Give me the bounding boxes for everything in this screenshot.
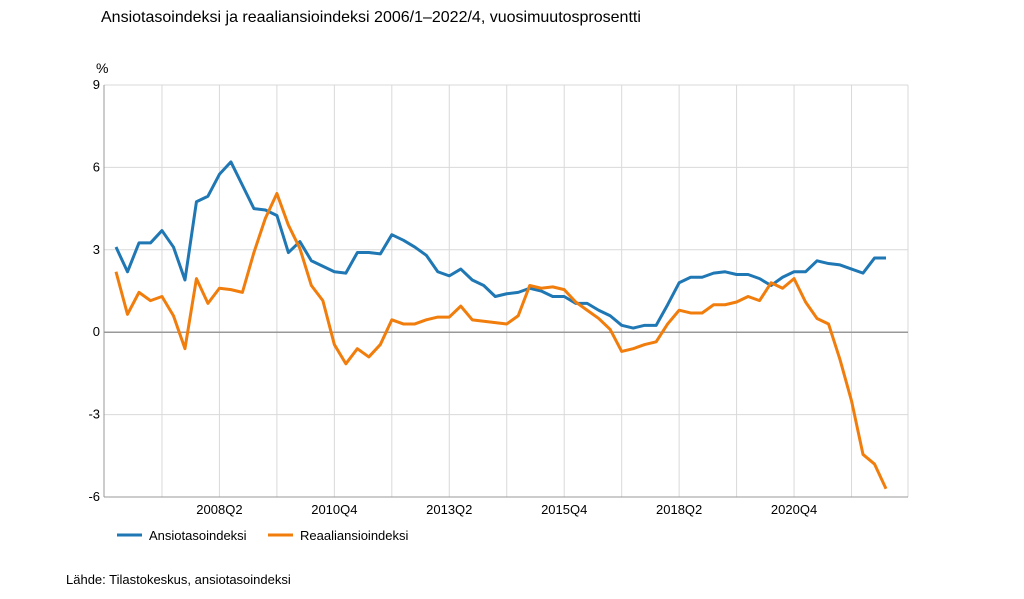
- x-tick-label: 2015Q4: [541, 502, 587, 517]
- x-tick-label: 2018Q2: [656, 502, 702, 517]
- y-tick-label: 3: [93, 242, 100, 257]
- series-line-0: [114, 160, 886, 330]
- x-tick-label: 2010Q4: [311, 502, 357, 517]
- y-tick-label: 6: [93, 159, 100, 174]
- y-tick-label: 9: [93, 77, 100, 92]
- legend-label: Reaaliansioindeksi: [300, 528, 409, 543]
- y-tick-label: -3: [88, 407, 100, 422]
- x-tick-label: 2013Q2: [426, 502, 472, 517]
- y-axis-label: %: [96, 60, 108, 76]
- y-tick-label: -6: [88, 489, 100, 504]
- source-note: Lähde: Tilastokeskus, ansiotasoindeksi: [66, 572, 291, 587]
- legend-label: Ansiotasoindeksi: [149, 528, 247, 543]
- x-tick-label: 2008Q2: [196, 502, 242, 517]
- x-tick-label: 2020Q4: [771, 502, 817, 517]
- series-line-1: [114, 191, 888, 490]
- chart-title: Ansiotasoindeksi ja reaaliansioindeksi 2…: [101, 9, 641, 26]
- y-tick-label: 0: [93, 324, 100, 339]
